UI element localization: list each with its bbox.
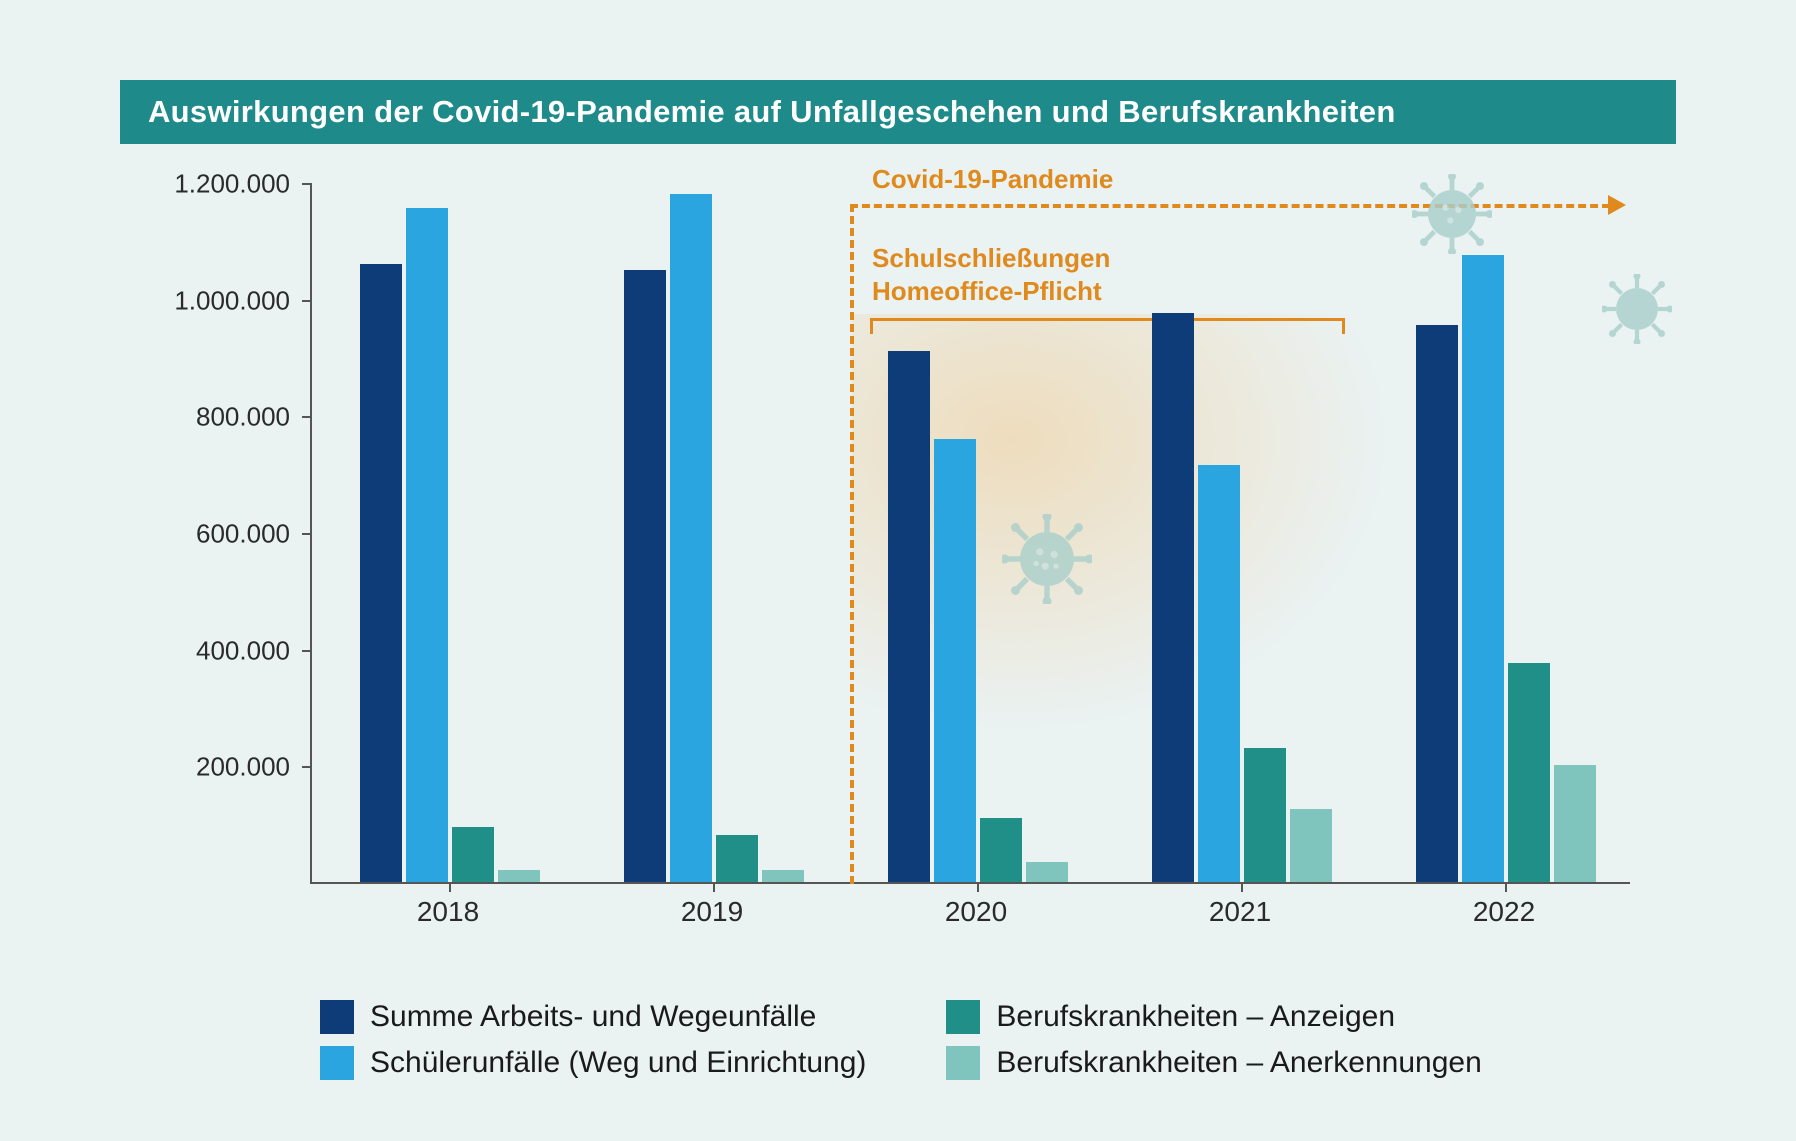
bar (762, 870, 804, 882)
y-tick-label: 400.000 (120, 635, 290, 666)
legend-swatch (320, 1000, 354, 1034)
y-tick-mark (302, 416, 312, 418)
chart-title: Auswirkungen der Covid-19-Pandemie auf U… (120, 80, 1676, 144)
bar (1152, 313, 1194, 882)
virus-icon (1412, 174, 1492, 254)
annotation-covid-label: Covid-19-Pandemie (872, 164, 1113, 195)
annotation-line1: Schulschließungen (872, 243, 1110, 273)
annotation-school-closures: Schulschließungen Homeoffice-Pflicht (872, 242, 1110, 307)
annotation-line2: Homeoffice-Pflicht (872, 276, 1102, 306)
legend-label: Summe Arbeits- und Wegeunfälle (370, 1000, 816, 1034)
y-tick-label: 1.200.000 (120, 169, 290, 200)
x-tick-label: 2018 (417, 896, 479, 928)
covid-marker-vertical (850, 204, 854, 884)
bar (406, 208, 448, 882)
bar (452, 827, 494, 882)
x-tick-mark (449, 882, 451, 892)
bar-group (888, 351, 1068, 882)
legend-swatch (320, 1046, 354, 1080)
x-tick-mark (1241, 882, 1243, 892)
legend-swatch (946, 1046, 980, 1080)
bar (1290, 809, 1332, 882)
bar (360, 264, 402, 882)
legend-item: Berufskrankheiten – Anzeigen (946, 1000, 1481, 1034)
bar-group (1152, 313, 1332, 882)
y-tick-label: 200.000 (120, 752, 290, 783)
plot-area: Covid-19-Pandemie Schulschließungen Home… (310, 184, 1630, 884)
x-tick-mark (713, 882, 715, 892)
bar-group (1416, 255, 1596, 882)
x-tick-mark (977, 882, 979, 892)
bar (1508, 663, 1550, 882)
y-tick-mark (302, 766, 312, 768)
y-tick-label: 800.000 (120, 402, 290, 433)
bar (670, 194, 712, 882)
legend-label: Schülerunfälle (Weg und Einrichtung) (370, 1046, 866, 1080)
bar (1416, 325, 1458, 882)
bar (498, 870, 540, 882)
legend-item: Berufskrankheiten – Anerkennungen (946, 1046, 1481, 1080)
legend-item: Schülerunfälle (Weg und Einrichtung) (320, 1046, 866, 1080)
bar (1026, 862, 1068, 882)
y-tick-label: 600.000 (120, 519, 290, 550)
legend-swatch (946, 1000, 980, 1034)
chart-area: 200.000400.000600.000800.0001.000.0001.2… (120, 184, 1676, 944)
bar (1198, 465, 1240, 882)
covid-marker-horizontal (850, 204, 1610, 208)
bar-group (360, 208, 540, 882)
x-tick-mark (1505, 882, 1507, 892)
bar (888, 351, 930, 882)
legend-label: Berufskrankheiten – Anerkennungen (996, 1046, 1481, 1080)
x-tick-label: 2020 (945, 896, 1007, 928)
bar (716, 835, 758, 882)
x-tick-label: 2019 (681, 896, 743, 928)
bar (1244, 748, 1286, 882)
legend-label: Berufskrankheiten – Anzeigen (996, 1000, 1395, 1034)
x-tick-label: 2021 (1209, 896, 1271, 928)
y-tick-mark (302, 650, 312, 652)
x-tick-label: 2022 (1473, 896, 1535, 928)
bar (1554, 765, 1596, 882)
legend-item: Summe Arbeits- und Wegeunfälle (320, 1000, 866, 1034)
covid-arrow-head (1608, 195, 1626, 215)
y-tick-label: 1.000.000 (120, 285, 290, 316)
y-tick-mark (302, 300, 312, 302)
bar (624, 270, 666, 883)
bar (980, 818, 1022, 882)
y-tick-mark (302, 533, 312, 535)
virus-icon (1602, 274, 1672, 344)
legend: Summe Arbeits- und Wegeunfälle Berufskran… (320, 1000, 1482, 1080)
bar (1462, 255, 1504, 882)
bar (934, 439, 976, 882)
y-tick-mark (302, 183, 312, 185)
bar-group (624, 194, 804, 882)
y-axis: 200.000400.000600.000800.0001.000.0001.2… (120, 184, 290, 884)
